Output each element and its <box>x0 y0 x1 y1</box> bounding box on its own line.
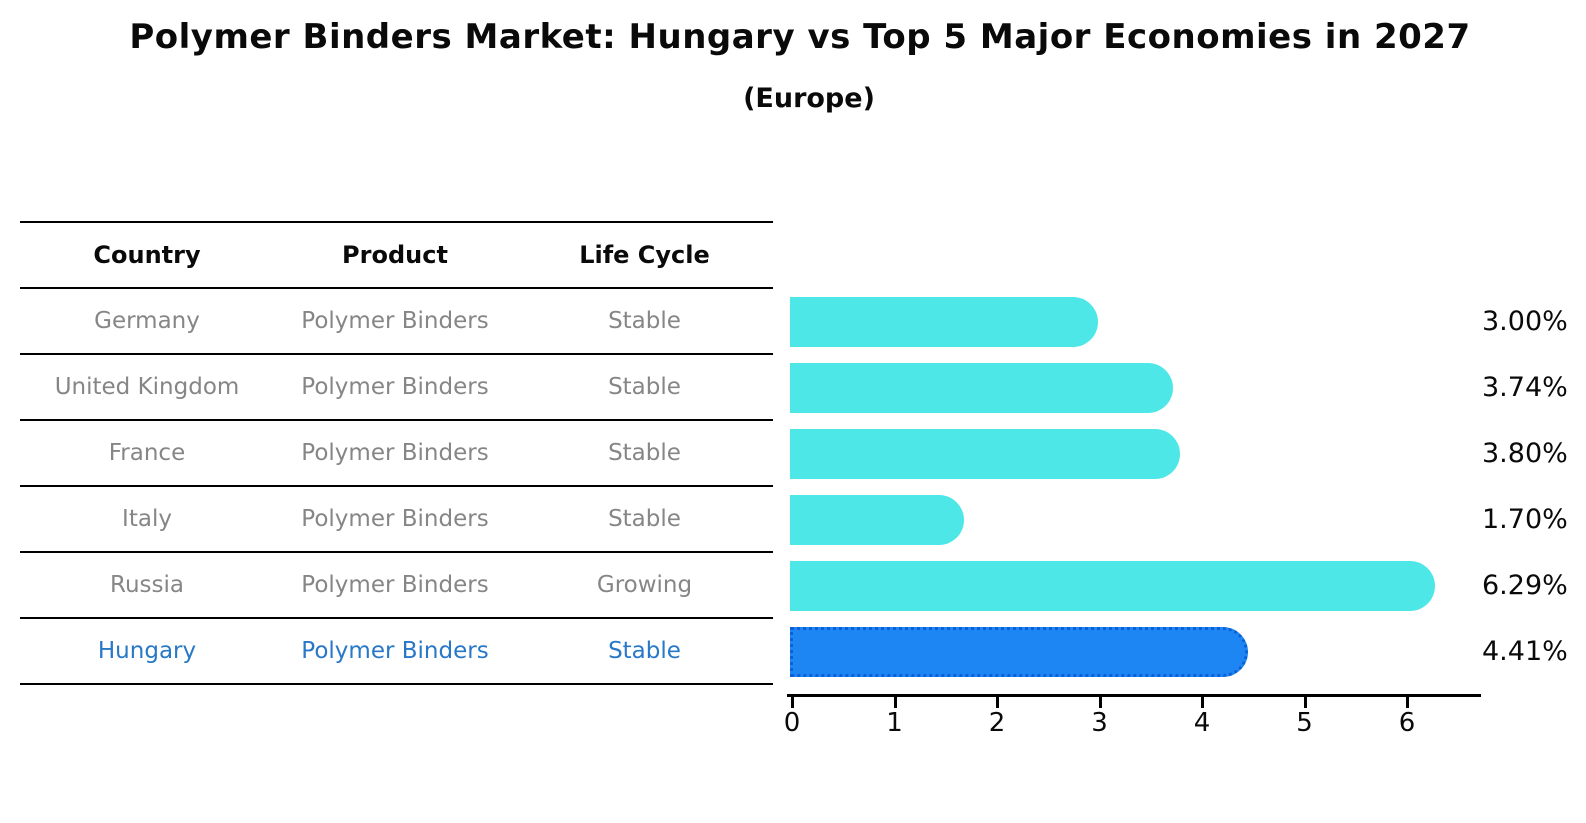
bar-russia <box>790 561 1435 611</box>
bar-france <box>790 429 1180 479</box>
product-cell: Polymer Binders <box>301 572 489 598</box>
bar-row <box>790 627 1248 677</box>
x-axis-line <box>787 694 1481 697</box>
bar-row <box>790 297 1098 347</box>
life-cycle-cell: Stable <box>608 638 681 664</box>
chart-subtitle: (Europe) <box>743 83 875 114</box>
x-tick-mark <box>1098 697 1102 708</box>
x-tick-mark <box>1406 697 1409 708</box>
x-tick-mark <box>893 697 897 708</box>
bar-united-kingdom <box>790 363 1173 413</box>
bar-italy <box>790 495 964 545</box>
table-row: France Polymer Binders Stable <box>20 419 773 485</box>
col-header-life-cycle: Life Cycle <box>579 241 710 269</box>
bar-row <box>790 495 964 545</box>
value-label: 6.29% <box>1482 570 1568 601</box>
country-cell: Italy <box>122 506 172 532</box>
table-row: Hungary Polymer Binders Stable <box>20 617 773 683</box>
x-tick-label: 2 <box>988 708 1006 738</box>
product-cell: Polymer Binders <box>301 638 489 664</box>
value-label: 4.41% <box>1482 636 1568 667</box>
value-label: 3.74% <box>1482 372 1568 403</box>
table-row: Russia Polymer Binders Growing <box>20 551 773 617</box>
country-cell: United Kingdom <box>54 374 240 400</box>
product-cell: Polymer Binders <box>301 308 489 334</box>
country-cell: France <box>108 440 186 466</box>
x-tick-label: 6 <box>1398 708 1416 738</box>
country-table: Country Product Life Cycle Germany Polyme… <box>20 221 773 685</box>
x-tick-label: 3 <box>1091 708 1108 738</box>
x-tick-label: 4 <box>1193 708 1211 738</box>
life-cycle-cell: Stable <box>608 374 681 400</box>
life-cycle-cell: Stable <box>608 506 681 532</box>
table-row: Italy Polymer Binders Stable <box>20 485 773 551</box>
life-cycle-cell: Stable <box>608 308 681 334</box>
bar-hungary-highlight <box>790 627 1248 677</box>
country-cell: Russia <box>110 572 184 598</box>
value-label: 3.00% <box>1482 306 1568 337</box>
life-cycle-cell: Growing <box>596 572 693 598</box>
table-row: United Kingdom Polymer Binders Stable <box>20 353 773 419</box>
x-tick-mark <box>996 697 999 708</box>
value-label: 3.80% <box>1482 438 1568 469</box>
x-tick-mark <box>1303 697 1307 708</box>
col-header-product: Product <box>342 241 448 269</box>
col-header-country: Country <box>93 241 201 269</box>
x-tick-label: 0 <box>783 708 801 738</box>
bar-germany <box>790 297 1098 347</box>
bar-row <box>790 363 1173 413</box>
x-tick-mark <box>1201 697 1204 708</box>
product-cell: Polymer Binders <box>301 506 489 532</box>
table-header-row: Country Product Life Cycle <box>20 221 773 287</box>
country-cell: Germany <box>94 308 200 334</box>
life-cycle-cell: Stable <box>608 440 681 466</box>
product-cell: Polymer Binders <box>301 374 489 400</box>
table-row: Germany Polymer Binders Stable <box>20 287 773 353</box>
bar-row <box>790 429 1180 479</box>
x-tick-label: 5 <box>1296 708 1313 738</box>
x-tick-mark <box>791 697 794 708</box>
value-label: 1.70% <box>1482 504 1568 535</box>
chart-title: Polymer Binders Market: Hungary vs Top 5… <box>129 17 1471 57</box>
bar-row <box>790 561 1435 611</box>
product-cell: Polymer Binders <box>301 440 489 466</box>
x-tick-label: 1 <box>886 708 903 738</box>
country-cell: Hungary <box>97 638 197 664</box>
